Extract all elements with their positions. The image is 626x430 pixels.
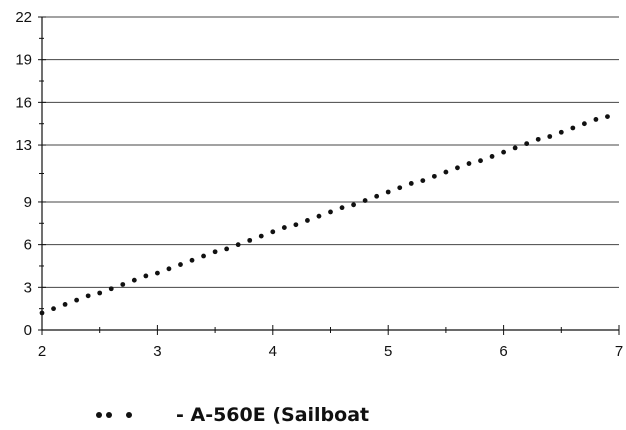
data-point bbox=[166, 266, 172, 272]
data-point bbox=[351, 202, 356, 208]
data-point bbox=[501, 149, 506, 155]
data-point bbox=[270, 229, 276, 235]
data-point bbox=[97, 290, 103, 296]
data-point bbox=[305, 218, 310, 223]
data-point bbox=[62, 301, 68, 307]
data-point bbox=[547, 134, 553, 139]
data-point bbox=[224, 246, 230, 252]
data-point bbox=[443, 169, 449, 175]
data-point bbox=[293, 222, 299, 228]
data-point bbox=[455, 165, 460, 171]
data-point bbox=[362, 198, 368, 203]
legend-label: - A-560E (Sailboat bbox=[176, 404, 370, 426]
data-point bbox=[143, 273, 149, 279]
data-point bbox=[120, 282, 126, 287]
data-point bbox=[535, 136, 541, 142]
data-point bbox=[570, 125, 576, 131]
data-point bbox=[131, 277, 137, 283]
x-tick-label: 2 bbox=[38, 343, 46, 360]
y-tick-label: 0 bbox=[24, 322, 32, 339]
data-point bbox=[155, 270, 160, 276]
legend-dot-marker bbox=[96, 408, 154, 422]
data-point bbox=[489, 154, 495, 159]
data-point bbox=[201, 253, 206, 259]
data-point bbox=[189, 257, 195, 263]
data-point bbox=[466, 161, 472, 166]
data-point bbox=[397, 185, 403, 191]
data-point bbox=[420, 178, 426, 184]
data-point bbox=[581, 121, 587, 127]
data-point bbox=[512, 145, 518, 151]
data-point bbox=[281, 225, 287, 230]
data-point bbox=[178, 262, 183, 267]
x-tick-label: 6 bbox=[499, 343, 507, 360]
legend: - A-560E (Sailboat bbox=[96, 400, 369, 430]
data-point bbox=[385, 189, 391, 195]
y-tick-label: 19 bbox=[15, 52, 32, 69]
data-point bbox=[39, 310, 45, 316]
data-point bbox=[316, 213, 322, 219]
y-tick-label: 9 bbox=[24, 194, 32, 211]
data-point bbox=[51, 306, 56, 312]
data-point bbox=[235, 242, 241, 248]
data-point bbox=[408, 181, 414, 186]
data-point bbox=[478, 158, 483, 164]
data-point bbox=[85, 293, 91, 299]
x-tick-label: 5 bbox=[384, 343, 392, 360]
data-point bbox=[558, 129, 564, 135]
data-point bbox=[605, 114, 610, 119]
data-point bbox=[212, 249, 218, 255]
y-tick-label: 13 bbox=[15, 137, 32, 154]
data-point bbox=[431, 173, 437, 179]
data-point bbox=[339, 205, 345, 211]
data-point bbox=[247, 237, 253, 243]
data-point bbox=[593, 117, 599, 122]
x-tick-label: 3 bbox=[153, 343, 161, 360]
data-point bbox=[74, 297, 80, 303]
data-point bbox=[258, 233, 264, 239]
data-point bbox=[108, 286, 114, 292]
y-tick-label: 6 bbox=[24, 237, 32, 254]
data-point bbox=[524, 141, 530, 147]
x-tick-label: 4 bbox=[269, 343, 277, 360]
y-tick-label: 3 bbox=[24, 279, 32, 296]
data-point bbox=[328, 209, 333, 215]
x-tick-label: 7 bbox=[615, 343, 623, 360]
y-tick-label: 16 bbox=[15, 94, 32, 111]
y-tick-label: 22 bbox=[15, 9, 32, 26]
data-point bbox=[374, 193, 380, 199]
